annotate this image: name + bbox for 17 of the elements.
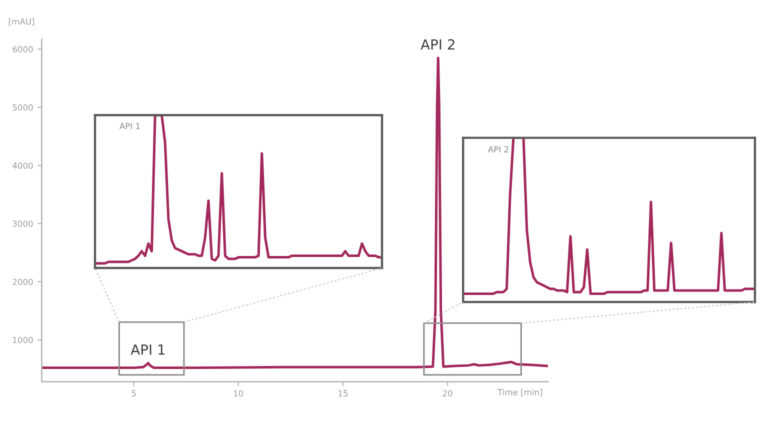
y-tick-label: 1000 — [13, 336, 33, 344]
annotation: API 2 — [488, 146, 508, 152]
y-tick-label: 5000 — [12, 104, 33, 111]
y-tick-label: 6000 — [12, 46, 33, 52]
x-axis-title: Time [min] — [497, 388, 542, 396]
line-series — [42, 56, 548, 370]
annotation: API 1 — [130, 344, 165, 355]
x-tick-label: 5 — [132, 390, 136, 396]
y-tick-label: 2000 — [12, 278, 33, 286]
x-tick-label: 10 — [234, 390, 244, 396]
x-tick-label: 15 — [338, 390, 348, 396]
x-tick-label: 20 — [442, 390, 452, 396]
annotation: API 1 — [119, 122, 140, 130]
y-axis-title: [mAU] — [8, 18, 34, 26]
y-tick-label: 3000 — [12, 220, 33, 227]
y-tick-label: 4000 — [12, 162, 33, 169]
annotation: API 2 — [420, 39, 454, 50]
